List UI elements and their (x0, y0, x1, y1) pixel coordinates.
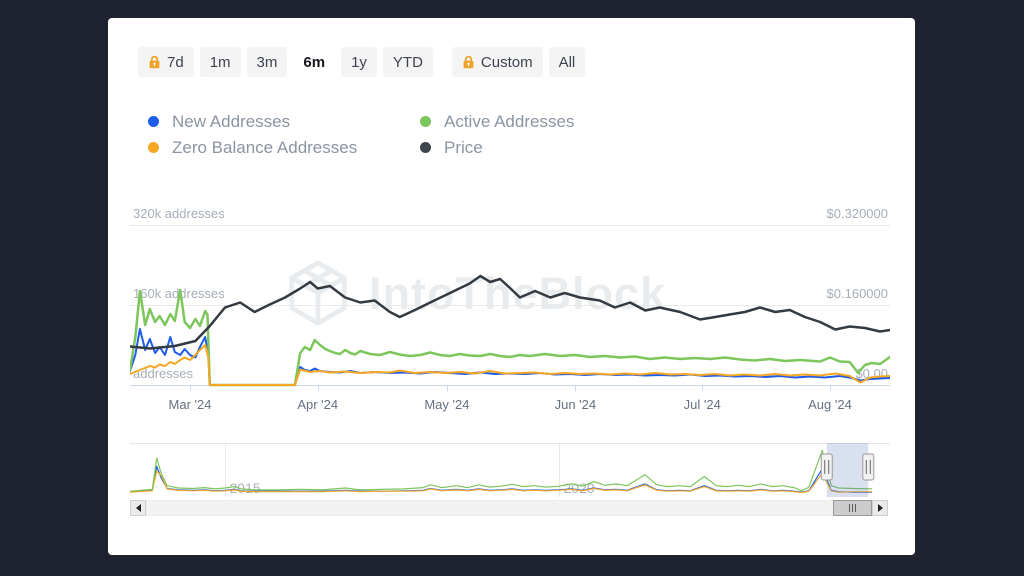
range-button-7d[interactable]: 7d (138, 47, 194, 77)
chart-legend: New Addresses Active Addresses Zero Balanc… (148, 110, 574, 159)
legend-label: New Addresses (172, 111, 291, 131)
range-button-all[interactable]: All (548, 47, 586, 77)
intotheblock-logo-icon (289, 260, 347, 326)
navigator-year-label: 2020 (564, 480, 595, 496)
navigator[interactable]: 2015 2020 (129, 443, 890, 497)
range-button-label: 7d (167, 53, 184, 71)
legend-item-active-addresses[interactable]: Active Addresses (420, 110, 574, 133)
lock-icon (149, 55, 160, 69)
y-axis-right-label: $0.320000 (826, 206, 888, 221)
navigator-canvas[interactable]: 2015 2020 (129, 443, 890, 497)
scrollbar-track[interactable] (146, 500, 872, 516)
legend-label: Zero Balance Addresses (172, 137, 358, 157)
range-button-3m[interactable]: 3m (246, 47, 288, 77)
chart-card: 7d 1m 3m 6m 1y YTD Custom All New Addresses Acti… (108, 18, 915, 555)
main-chart[interactable] (128, 195, 892, 392)
x-axis-label: Mar '24 (168, 397, 212, 412)
range-button-label: 1m (209, 53, 231, 71)
y-axis-left-label: 320k addresses (133, 206, 225, 221)
range-button-label: 6m (303, 53, 326, 71)
range-button-ytd[interactable]: YTD (382, 47, 433, 77)
x-axis-label: Apr '24 (297, 397, 339, 412)
legend-label: Active Addresses (444, 111, 575, 131)
grip-icon (852, 504, 853, 512)
range-button-label: All (558, 53, 576, 71)
legend-item-new-addresses[interactable]: New Addresses (148, 110, 420, 133)
range-button-label: 3m (256, 53, 278, 71)
series-line-price (128, 274, 892, 350)
navigator-year-label: 2015 (230, 480, 261, 496)
x-axis-label: Aug '24 (808, 397, 852, 412)
x-axis-label: Jul '24 (683, 397, 721, 412)
legend-item-zero-balance-addresses[interactable]: Zero Balance Addresses (148, 136, 420, 159)
legend-dot-icon (148, 116, 159, 127)
legend-item-price[interactable]: Price (420, 136, 574, 159)
navigator-series-active-addresses (129, 449, 873, 492)
navigator-selected-range[interactable] (826, 443, 869, 497)
series-line-active-addresses (128, 288, 892, 387)
legend-dot-icon (148, 142, 159, 153)
navigator-series-zero-balance-addresses (129, 470, 872, 494)
navigator-handle-left[interactable] (820, 453, 833, 481)
x-axis-label: Jun '24 (554, 397, 597, 412)
grip-icon (855, 504, 856, 512)
legend-label: Price (444, 137, 483, 157)
y-axis-right-label: $0.160000 (826, 286, 888, 301)
range-button-custom[interactable]: Custom (451, 47, 543, 77)
range-button-label: 1y (351, 53, 367, 71)
range-button-1m[interactable]: 1m (199, 47, 241, 77)
range-button-label: Custom (480, 53, 533, 71)
navigator-handle-right[interactable] (862, 453, 875, 481)
scrollbar-thumb[interactable] (833, 500, 872, 516)
legend-dot-icon (420, 142, 431, 153)
range-button-6m[interactable]: 6m (293, 47, 336, 77)
scrollbar-left-arrow-button[interactable] (130, 500, 146, 516)
right-arrow-icon (877, 504, 883, 512)
range-button-1y[interactable]: 1y (341, 47, 377, 77)
series-line-zero-balance-addresses (129, 344, 891, 386)
lock-icon (463, 55, 474, 69)
main-chart-canvas[interactable] (128, 195, 892, 392)
y-axis-left-label: addresses (133, 366, 193, 381)
scrollbar-right-arrow-button[interactable] (872, 500, 888, 516)
x-axis-label: May '24 (424, 397, 470, 412)
range-toolbar: 7d 1m 3m 6m 1y YTD Custom All (138, 47, 586, 77)
legend-dot-icon (420, 116, 431, 127)
left-arrow-icon (135, 504, 141, 512)
grip-icon (849, 504, 850, 512)
range-button-label: YTD (392, 53, 423, 71)
